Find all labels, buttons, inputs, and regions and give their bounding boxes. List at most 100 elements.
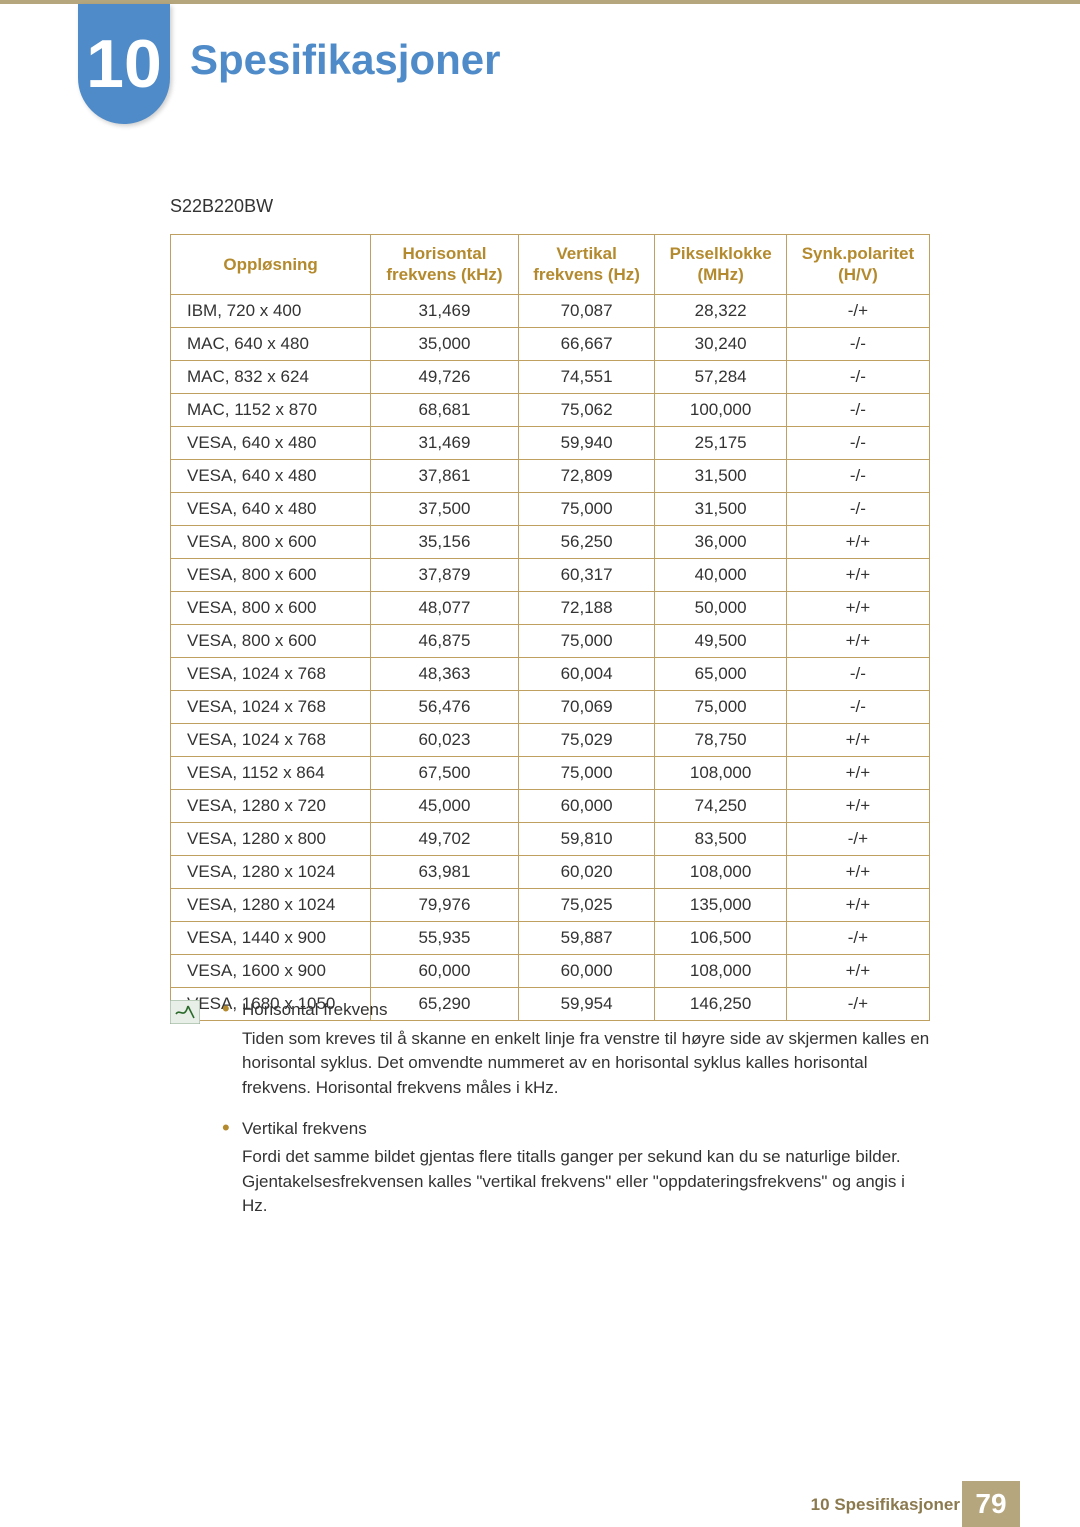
table-row: VESA, 1280 x 72045,00060,00074,250+/+: [171, 789, 930, 822]
table-cell: 59,940: [518, 426, 655, 459]
spec-table: OppløsningHorisontalfrekvens (kHz)Vertik…: [170, 234, 930, 1021]
table-cell: +/+: [786, 888, 929, 921]
table-cell: 49,726: [371, 360, 519, 393]
table-cell: VESA, 800 x 600: [171, 558, 371, 591]
table-cell: 57,284: [655, 360, 786, 393]
table-row: IBM, 720 x 40031,46970,08728,322-/+: [171, 294, 930, 327]
table-cell: 70,069: [518, 690, 655, 723]
table-cell: 75,029: [518, 723, 655, 756]
page-title: Spesifikasjoner: [190, 36, 500, 84]
table-cell: 45,000: [371, 789, 519, 822]
note-list: Horisontal frekvensTiden som kreves til …: [222, 998, 930, 1219]
table-cell: VESA, 1024 x 768: [171, 657, 371, 690]
table-cell: -/-: [786, 426, 929, 459]
table-cell: VESA, 1600 x 900: [171, 954, 371, 987]
table-cell: 75,025: [518, 888, 655, 921]
table-cell: VESA, 1024 x 768: [171, 723, 371, 756]
table-cell: 49,500: [655, 624, 786, 657]
table-cell: 78,750: [655, 723, 786, 756]
table-row: VESA, 1280 x 80049,70259,81083,500-/+: [171, 822, 930, 855]
footer-section-label: 10 Spesifikasjoner: [811, 1495, 960, 1515]
table-cell: 72,809: [518, 459, 655, 492]
table-cell: 74,250: [655, 789, 786, 822]
note-desc: Fordi det samme bildet gjentas flere tit…: [242, 1145, 930, 1219]
table-cell: VESA, 1024 x 768: [171, 690, 371, 723]
table-cell: IBM, 720 x 400: [171, 294, 371, 327]
table-cell: -/-: [786, 459, 929, 492]
table-row: VESA, 1024 x 76860,02375,02978,750+/+: [171, 723, 930, 756]
table-cell: VESA, 1440 x 900: [171, 921, 371, 954]
table-row: MAC, 832 x 62449,72674,55157,284-/-: [171, 360, 930, 393]
table-cell: VESA, 800 x 600: [171, 624, 371, 657]
table-cell: 75,000: [518, 756, 655, 789]
column-header-line1: Horisontal: [377, 243, 512, 264]
table-cell: 28,322: [655, 294, 786, 327]
table-row: VESA, 800 x 60037,87960,31740,000+/+: [171, 558, 930, 591]
table-row: VESA, 640 x 48037,50075,00031,500-/-: [171, 492, 930, 525]
table-cell: 59,887: [518, 921, 655, 954]
table-cell: 31,469: [371, 294, 519, 327]
table-cell: 75,000: [518, 624, 655, 657]
table-cell: 56,250: [518, 525, 655, 558]
table-cell: 37,879: [371, 558, 519, 591]
table-cell: 37,861: [371, 459, 519, 492]
table-cell: -/-: [786, 327, 929, 360]
table-cell: 49,702: [371, 822, 519, 855]
column-header: Oppløsning: [171, 235, 371, 295]
table-cell: 60,020: [518, 855, 655, 888]
table-cell: VESA, 1280 x 800: [171, 822, 371, 855]
table-cell: 48,363: [371, 657, 519, 690]
table-cell: 108,000: [655, 756, 786, 789]
note-item: Horisontal frekvensTiden som kreves til …: [222, 998, 930, 1101]
table-cell: MAC, 832 x 624: [171, 360, 371, 393]
column-header: Horisontalfrekvens (kHz): [371, 235, 519, 295]
table-cell: VESA, 800 x 600: [171, 591, 371, 624]
table-cell: +/+: [786, 525, 929, 558]
note-term: Horisontal frekvens: [242, 998, 930, 1023]
table-cell: 72,188: [518, 591, 655, 624]
table-cell: VESA, 1152 x 864: [171, 756, 371, 789]
footer-section-name: Spesifikasjoner: [834, 1495, 960, 1514]
column-header-line1: Vertikal: [525, 243, 649, 264]
table-cell: 108,000: [655, 855, 786, 888]
column-header-line1: Pikselklokke: [661, 243, 779, 264]
footer-section-prefix: 10: [811, 1495, 830, 1514]
table-cell: -/+: [786, 294, 929, 327]
table-cell: 46,875: [371, 624, 519, 657]
table-row: MAC, 640 x 48035,00066,66730,240-/-: [171, 327, 930, 360]
note-block: Horisontal frekvensTiden som kreves til …: [170, 998, 930, 1235]
table-row: VESA, 1280 x 102463,98160,020108,000+/+: [171, 855, 930, 888]
note-item: Vertikal frekvensFordi det samme bildet …: [222, 1117, 930, 1220]
table-cell: +/+: [786, 723, 929, 756]
table-cell: -/-: [786, 657, 929, 690]
table-cell: 135,000: [655, 888, 786, 921]
footer-page-number: 79: [962, 1481, 1020, 1527]
table-cell: 40,000: [655, 558, 786, 591]
table-cell: 60,000: [518, 789, 655, 822]
table-cell: +/+: [786, 954, 929, 987]
table-row: VESA, 1024 x 76848,36360,00465,000-/-: [171, 657, 930, 690]
column-header: Vertikalfrekvens (Hz): [518, 235, 655, 295]
table-cell: +/+: [786, 624, 929, 657]
note-icon: [170, 1000, 200, 1024]
table-cell: 74,551: [518, 360, 655, 393]
table-cell: -/-: [786, 690, 929, 723]
table-cell: -/-: [786, 492, 929, 525]
table-row: VESA, 1280 x 102479,97675,025135,000+/+: [171, 888, 930, 921]
column-header-line1: Oppløsning: [177, 254, 364, 275]
table-row: VESA, 1600 x 90060,00060,000108,000+/+: [171, 954, 930, 987]
table-cell: 75,000: [518, 492, 655, 525]
table-cell: 56,476: [371, 690, 519, 723]
table-cell: 60,023: [371, 723, 519, 756]
table-cell: 30,240: [655, 327, 786, 360]
column-header-line2: (MHz): [661, 264, 779, 285]
table-body: IBM, 720 x 40031,46970,08728,322-/+MAC, …: [171, 294, 930, 1020]
table-row: MAC, 1152 x 87068,68175,062100,000-/-: [171, 393, 930, 426]
table-cell: 37,500: [371, 492, 519, 525]
table-cell: 68,681: [371, 393, 519, 426]
column-header: Synk.polaritet(H/V): [786, 235, 929, 295]
table-cell: 100,000: [655, 393, 786, 426]
table-cell: -/+: [786, 921, 929, 954]
table-cell: -/-: [786, 360, 929, 393]
column-header-line2: (H/V): [793, 264, 923, 285]
